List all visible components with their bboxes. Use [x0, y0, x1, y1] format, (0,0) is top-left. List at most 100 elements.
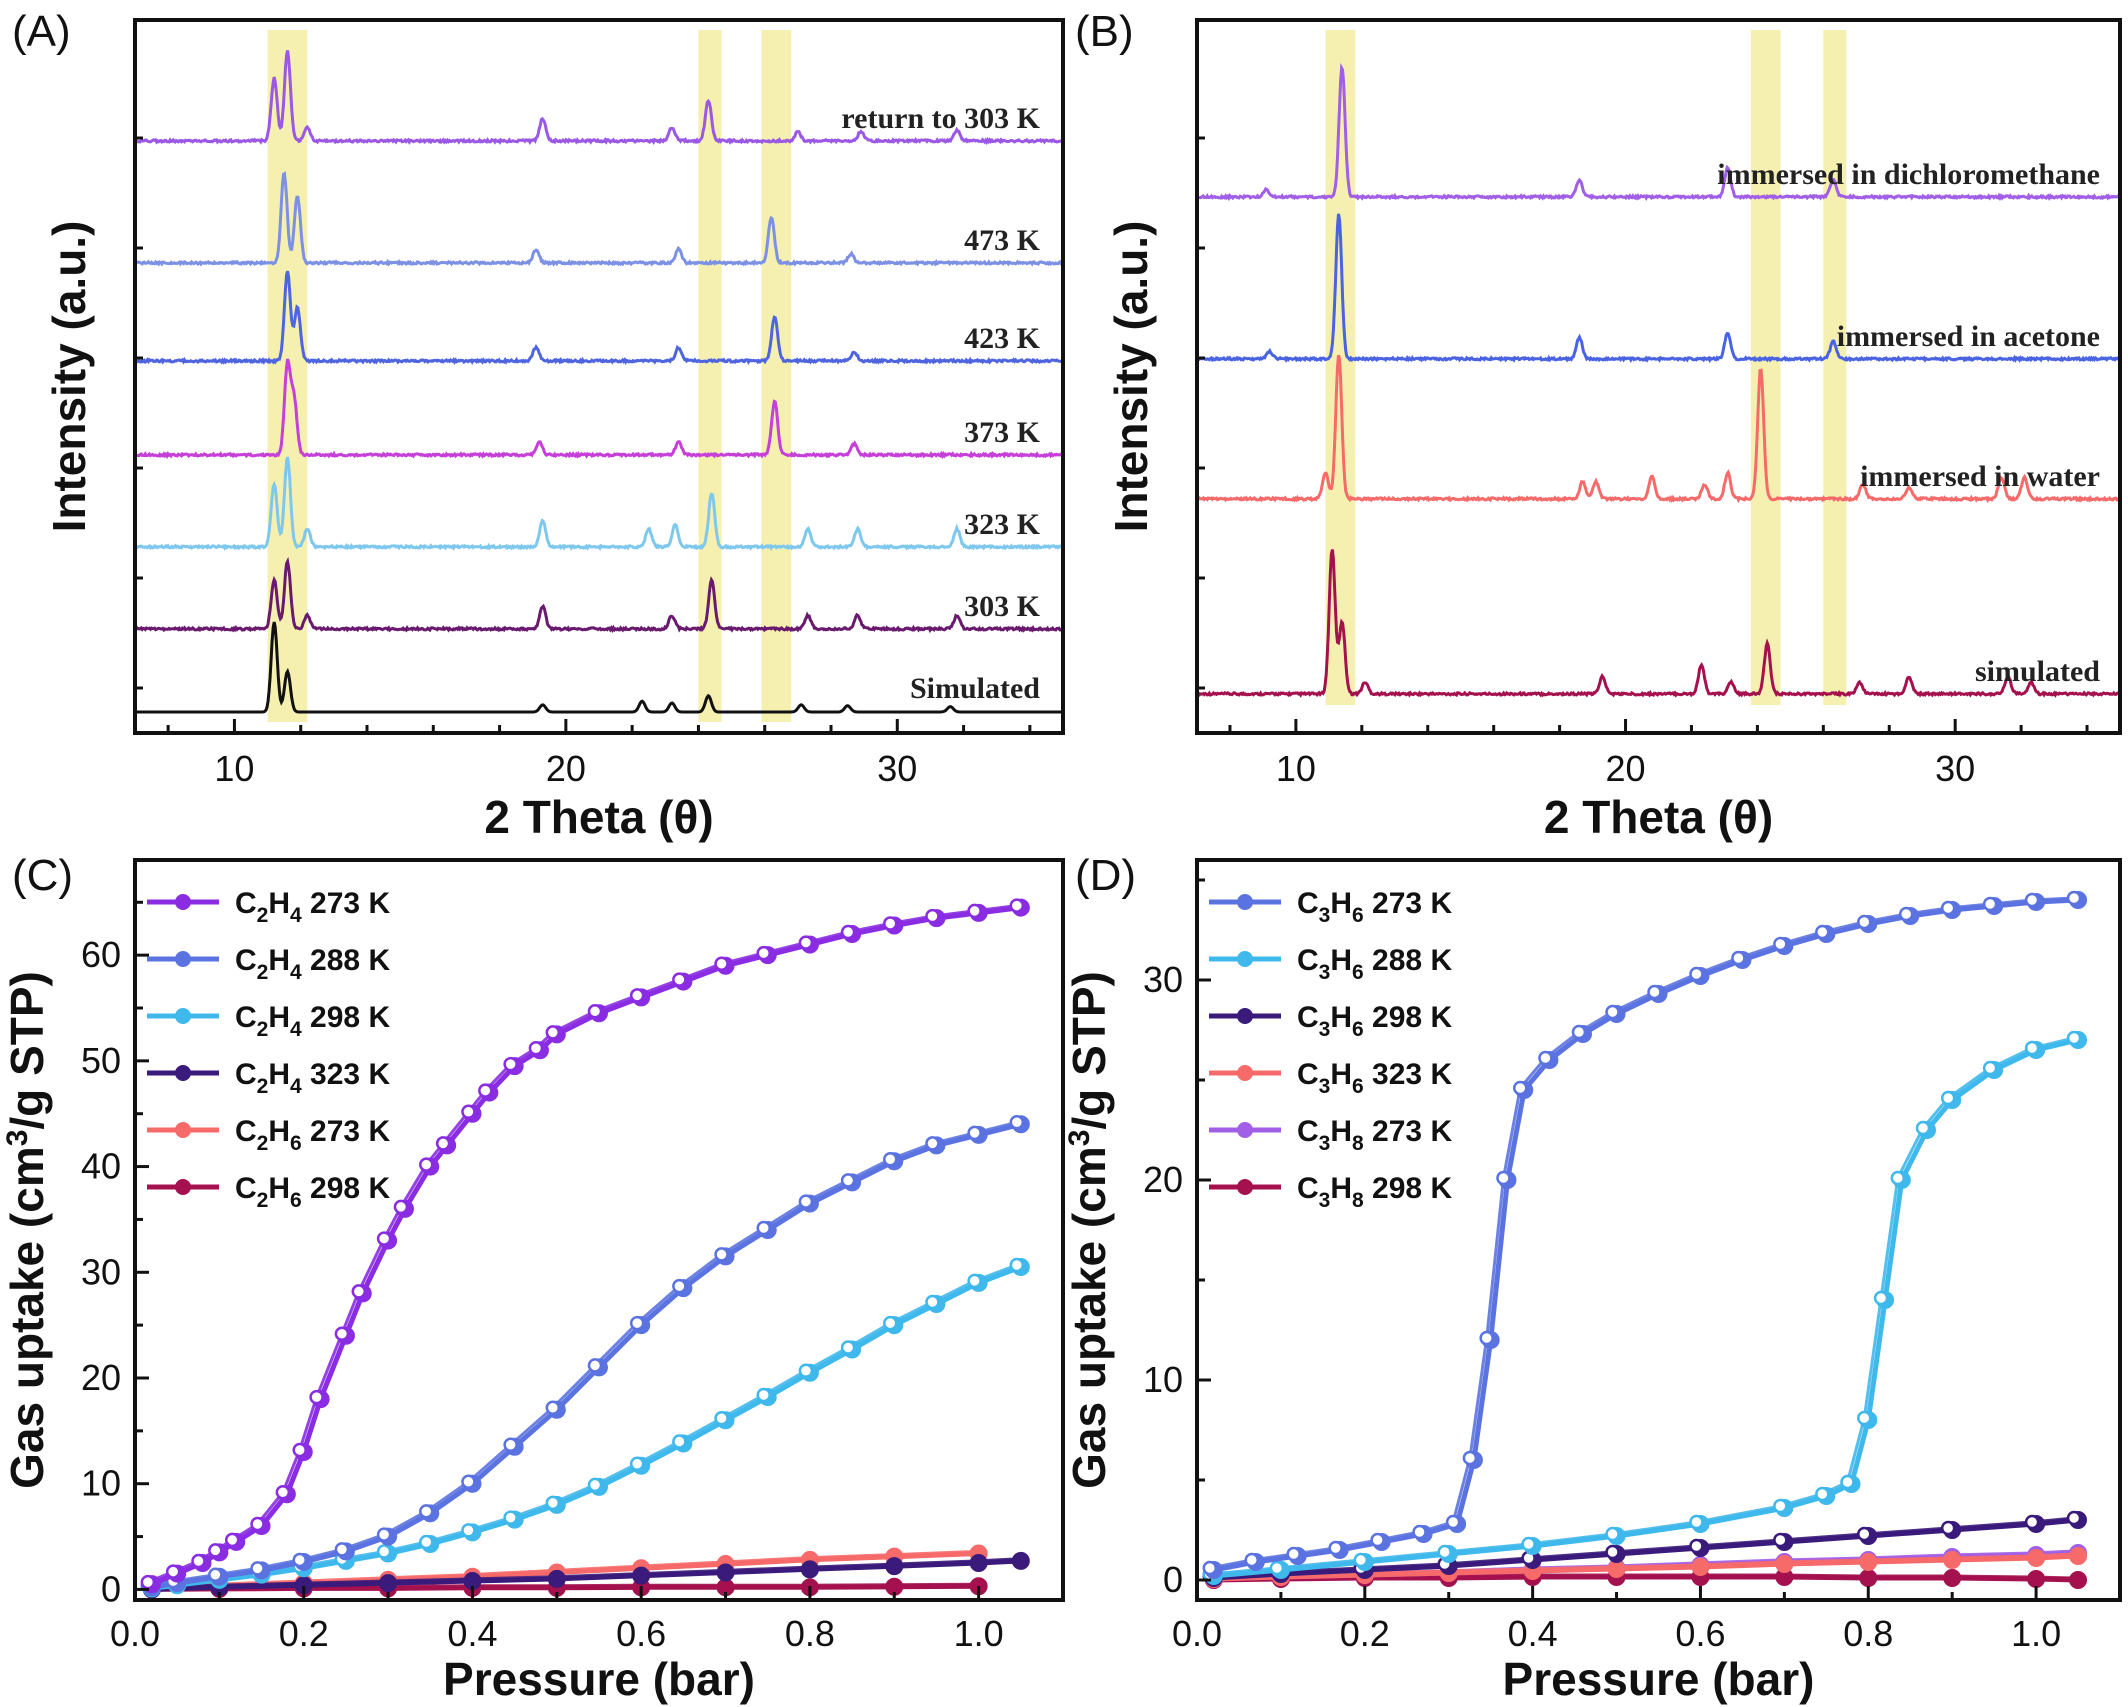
plot-frame — [133, 18, 1065, 735]
data-point-open — [1689, 966, 1704, 982]
data-point-open — [925, 908, 940, 924]
data-point-open — [1890, 1170, 1906, 1186]
data-point-open — [883, 1315, 898, 1331]
data-point-open — [1915, 1120, 1931, 1136]
data-point-open — [334, 1326, 350, 1341]
highlight-band-1 — [698, 30, 722, 722]
data-point-open — [1773, 936, 1788, 952]
y-tick-label: 50 — [81, 1040, 121, 1081]
legend-entry: C3H6 273 K — [1297, 887, 1452, 927]
x-tick-label: 0.2 — [1340, 1613, 1390, 1654]
panel-D: 0.0 0.2 0.4 0.6 0.8 1.0 0 10 20 30 Pressure (bar) G… — [1063, 858, 2122, 1705]
desorption-line — [147, 1120, 1018, 1587]
data-point-open — [587, 1358, 603, 1373]
data-point-open — [208, 1567, 223, 1582]
data-point-open — [2066, 1510, 2082, 1526]
x-axis-label: 2 Theta (θ) — [1544, 791, 1773, 843]
series-label: immersed in water — [1860, 460, 2100, 493]
data-point-open — [376, 1544, 392, 1559]
data-point-open — [275, 1485, 291, 1500]
data-point-open — [1370, 1532, 1385, 1548]
x-tick-label: 0.6 — [1675, 1613, 1725, 1654]
y-tick-label: 20 — [81, 1357, 121, 1398]
data-point — [1607, 1560, 1626, 1578]
data-point-open — [1521, 1536, 1536, 1552]
legend-entry: C2H4 323 K — [235, 1058, 390, 1098]
data-point-open — [2066, 890, 2082, 906]
data-point-open — [1940, 1520, 1956, 1536]
data-point-open — [393, 1199, 409, 1215]
data-point — [2027, 1570, 2046, 1588]
series-label: 323 K — [964, 508, 1041, 541]
data-point-open — [1689, 1538, 1704, 1554]
data-point-open — [756, 1220, 771, 1236]
data-point — [1859, 1553, 1878, 1571]
x-axis-label: 2 Theta (θ) — [484, 791, 713, 843]
data-point-open — [461, 1523, 476, 1538]
series-line — [151, 1121, 1022, 1590]
data-point-open — [528, 1041, 544, 1056]
data-point-open — [2066, 1030, 2082, 1046]
data-point-open — [165, 1564, 181, 1579]
data-point-open — [798, 1363, 814, 1378]
data-point-open — [208, 1543, 223, 1558]
series-c3h6-273-k — [1202, 890, 2088, 1579]
data-point-open — [503, 1437, 518, 1452]
data-point — [1943, 1551, 1962, 1569]
series-line — [151, 1264, 1022, 1591]
series-line-473-k — [134, 171, 1065, 267]
data-point-open — [461, 1474, 476, 1489]
data-point-open — [1538, 1050, 1553, 1066]
data-point-open — [672, 972, 687, 987]
series-label: 303 K — [964, 590, 1041, 623]
data-point — [1011, 1551, 1030, 1570]
legend-entry: C2H4 273 K — [235, 887, 390, 927]
data-point-open — [798, 935, 814, 950]
data-point-open — [1412, 1524, 1427, 1540]
y-axis-label: Intensity (a.u.) — [43, 221, 95, 533]
x-tick-label: 0.0 — [1172, 1613, 1222, 1654]
data-point-open — [1773, 1532, 1788, 1548]
legend-swatch-marker — [175, 951, 191, 967]
data-point-open — [2024, 892, 2040, 908]
series-line-immersed-in-acetone — [1196, 213, 2122, 364]
data-point-open — [351, 1284, 367, 1299]
legend-entry: C2H4 298 K — [235, 1001, 390, 1041]
series-line — [151, 1558, 1021, 1592]
desorption-line — [147, 1557, 1017, 1589]
data-point-open — [1512, 1080, 1528, 1096]
x-tick-label: 1.0 — [2011, 1613, 2061, 1654]
y-axis-label: Gas uptake (cm3/g STP) — [1, 971, 53, 1489]
data-point — [1775, 1555, 1794, 1573]
data-point-open — [1009, 1257, 1025, 1273]
data-point — [2069, 1571, 2088, 1589]
series-line-return-to-303-k — [134, 50, 1064, 146]
series-label: 423 K — [964, 322, 1041, 355]
y-tick-label: 0 — [101, 1568, 121, 1609]
data-point-open — [419, 1534, 434, 1550]
series-line-423-k — [134, 270, 1064, 365]
data-point-open — [967, 1273, 982, 1289]
y-axis-label: Gas uptake (cm3/g STP) — [1063, 971, 1115, 1489]
panel-B-label: (B) — [1075, 7, 1134, 56]
data-point-open — [1328, 1540, 1343, 1556]
data-point-open — [1773, 1498, 1788, 1514]
x-tick-label: 0.8 — [1843, 1613, 1893, 1654]
plot-frame — [1195, 18, 2122, 735]
data-point — [800, 1560, 819, 1579]
legend-entry: C3H6 323 K — [1297, 1058, 1452, 1098]
data-point-open — [1940, 900, 1956, 916]
data-point-open — [1605, 1526, 1620, 1542]
data-point-open — [2024, 1040, 2040, 1056]
data-point-open — [883, 916, 898, 931]
data-point-open — [1437, 1544, 1452, 1560]
plot-frame — [1195, 858, 2122, 1602]
data-point-open — [1462, 1450, 1478, 1466]
x-tick-label: 30 — [877, 748, 917, 789]
data-point-open — [756, 1387, 771, 1403]
legend-swatch-marker — [175, 894, 191, 910]
data-point-open — [840, 924, 856, 940]
desorption-line — [1209, 1516, 2075, 1578]
y-axis-label: Intensity (a.u.) — [1105, 221, 1157, 533]
data-point-open — [545, 1495, 561, 1511]
